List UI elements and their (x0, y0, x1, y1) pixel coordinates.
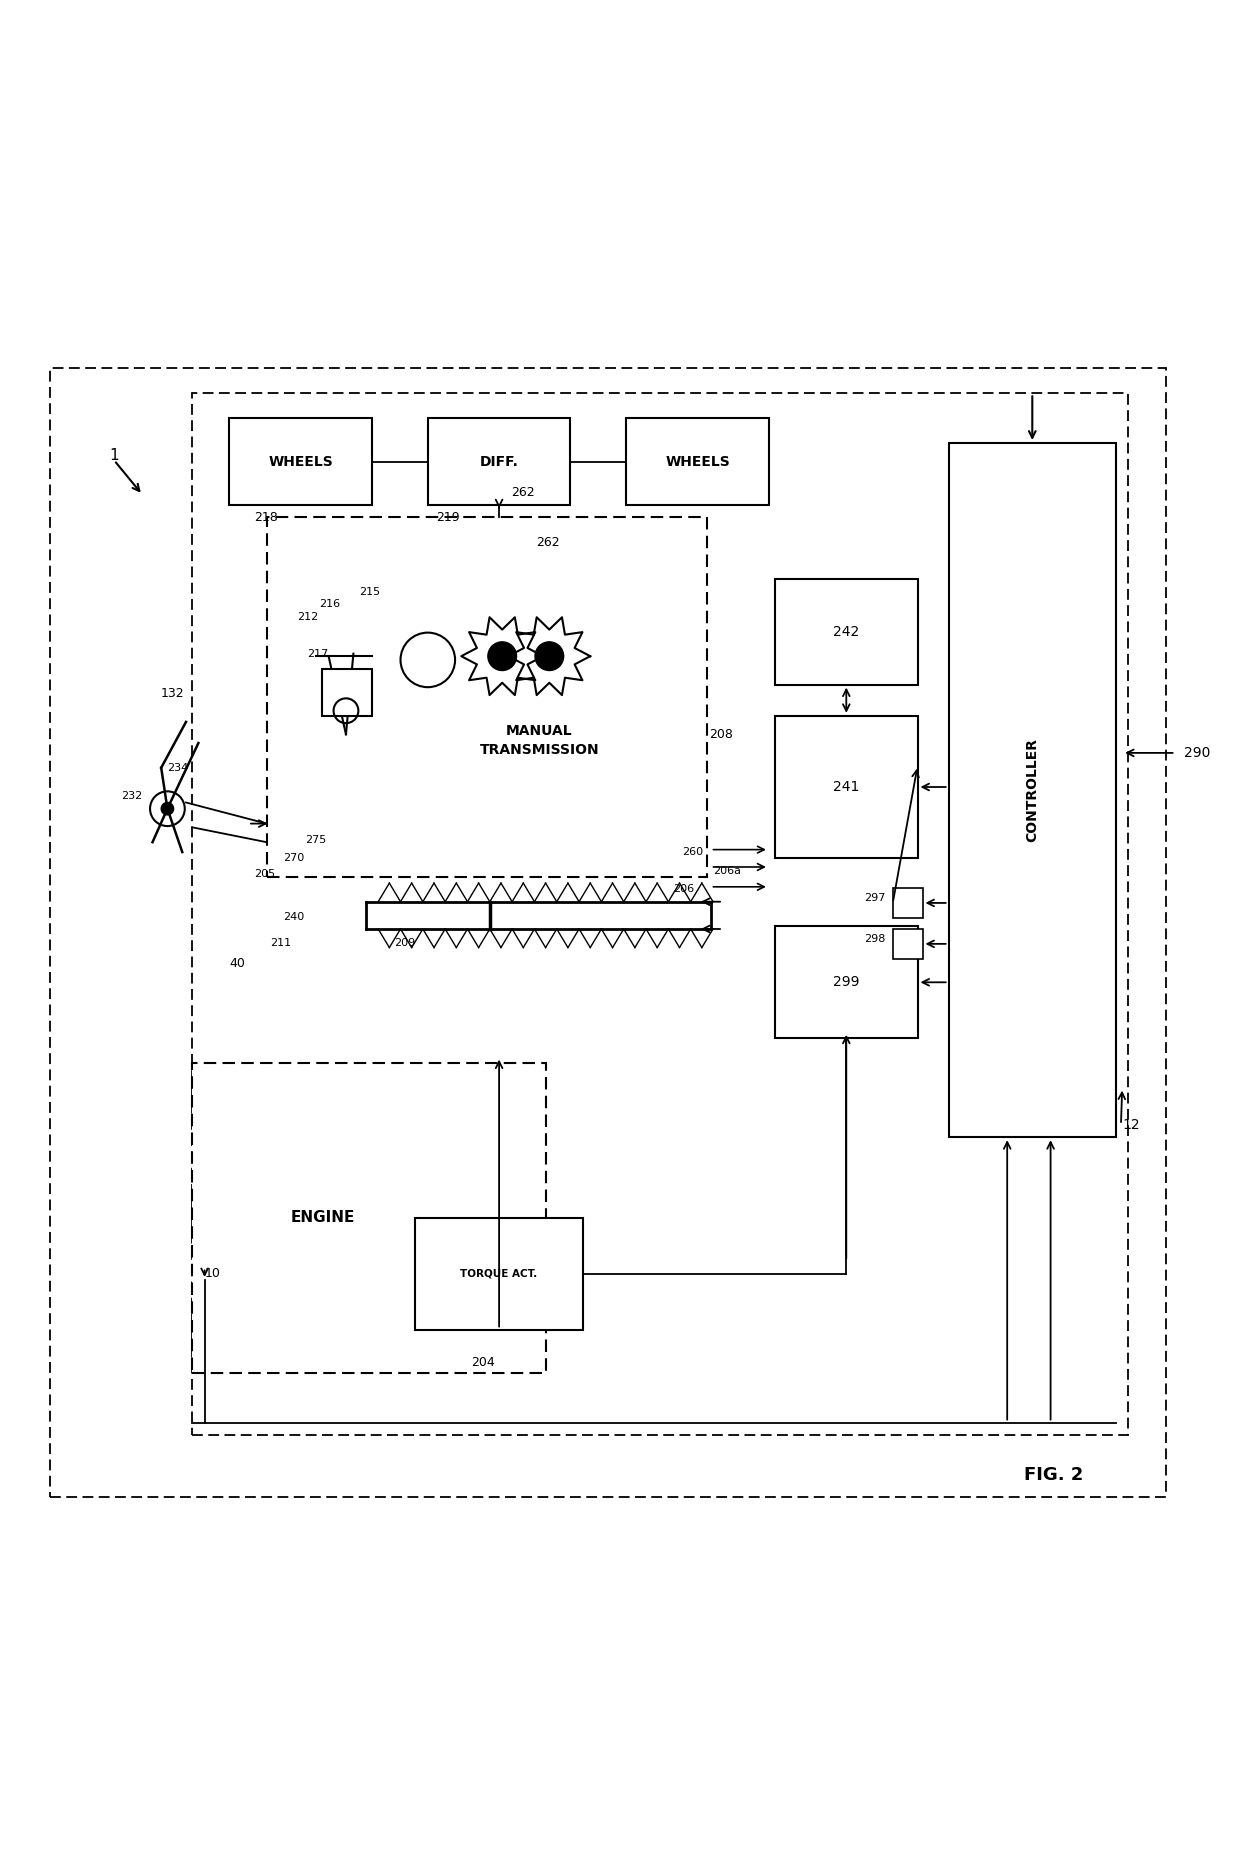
Bar (267, 517, 707, 876)
Text: 208: 208 (709, 728, 733, 741)
Circle shape (487, 641, 517, 671)
Bar (428, 419, 570, 504)
Bar (192, 393, 1128, 1434)
Text: 262: 262 (536, 536, 559, 548)
Text: CONTROLLER: CONTROLLER (1025, 737, 1039, 841)
Text: FIG. 2: FIG. 2 (1024, 1466, 1084, 1484)
Text: DIFF.: DIFF. (480, 454, 518, 469)
Text: 209: 209 (394, 938, 415, 947)
Circle shape (534, 641, 564, 671)
Bar (192, 1064, 546, 1373)
Text: 290: 290 (1184, 747, 1210, 760)
Text: TORQUE ACT.: TORQUE ACT. (460, 1269, 538, 1279)
Text: 242: 242 (833, 624, 859, 639)
Text: 262: 262 (511, 485, 536, 498)
Bar (775, 580, 918, 686)
Text: 218: 218 (254, 511, 278, 524)
Text: 212: 212 (298, 611, 319, 621)
Bar (893, 928, 923, 958)
Text: 10: 10 (205, 1267, 221, 1280)
Bar (775, 715, 918, 858)
Bar (949, 443, 1116, 1138)
Text: 206: 206 (673, 884, 694, 895)
Bar (415, 1217, 583, 1329)
Text: 132: 132 (161, 687, 185, 700)
Text: 12: 12 (1122, 1117, 1140, 1132)
Text: 241: 241 (833, 780, 859, 793)
Text: 215: 215 (360, 587, 381, 597)
Text: 298: 298 (864, 934, 885, 943)
Text: 299: 299 (833, 975, 859, 990)
Text: 240: 240 (283, 912, 304, 921)
Bar (893, 888, 923, 917)
Text: MANUAL
TRANSMISSION: MANUAL TRANSMISSION (480, 723, 599, 758)
Text: ENGINE: ENGINE (290, 1210, 355, 1225)
Text: 205: 205 (254, 869, 275, 880)
Bar (775, 926, 918, 1038)
Text: 211: 211 (270, 938, 291, 947)
Bar (626, 419, 769, 504)
Text: 297: 297 (864, 893, 885, 902)
Text: 232: 232 (122, 791, 143, 800)
Text: 219: 219 (436, 511, 460, 524)
Text: WHEELS: WHEELS (665, 454, 730, 469)
Text: 260: 260 (682, 847, 703, 858)
Text: 234: 234 (167, 763, 188, 773)
Text: 40: 40 (229, 958, 246, 971)
Text: 204: 204 (471, 1356, 495, 1369)
Bar (322, 669, 372, 715)
Text: 216: 216 (319, 599, 340, 610)
Text: 270: 270 (283, 852, 304, 863)
Text: WHEELS: WHEELS (268, 454, 334, 469)
Circle shape (161, 802, 174, 815)
Text: 206a: 206a (713, 865, 742, 876)
Bar (229, 419, 372, 504)
Text: 1: 1 (109, 448, 119, 463)
Text: 275: 275 (305, 834, 326, 845)
Text: 217: 217 (308, 649, 329, 658)
